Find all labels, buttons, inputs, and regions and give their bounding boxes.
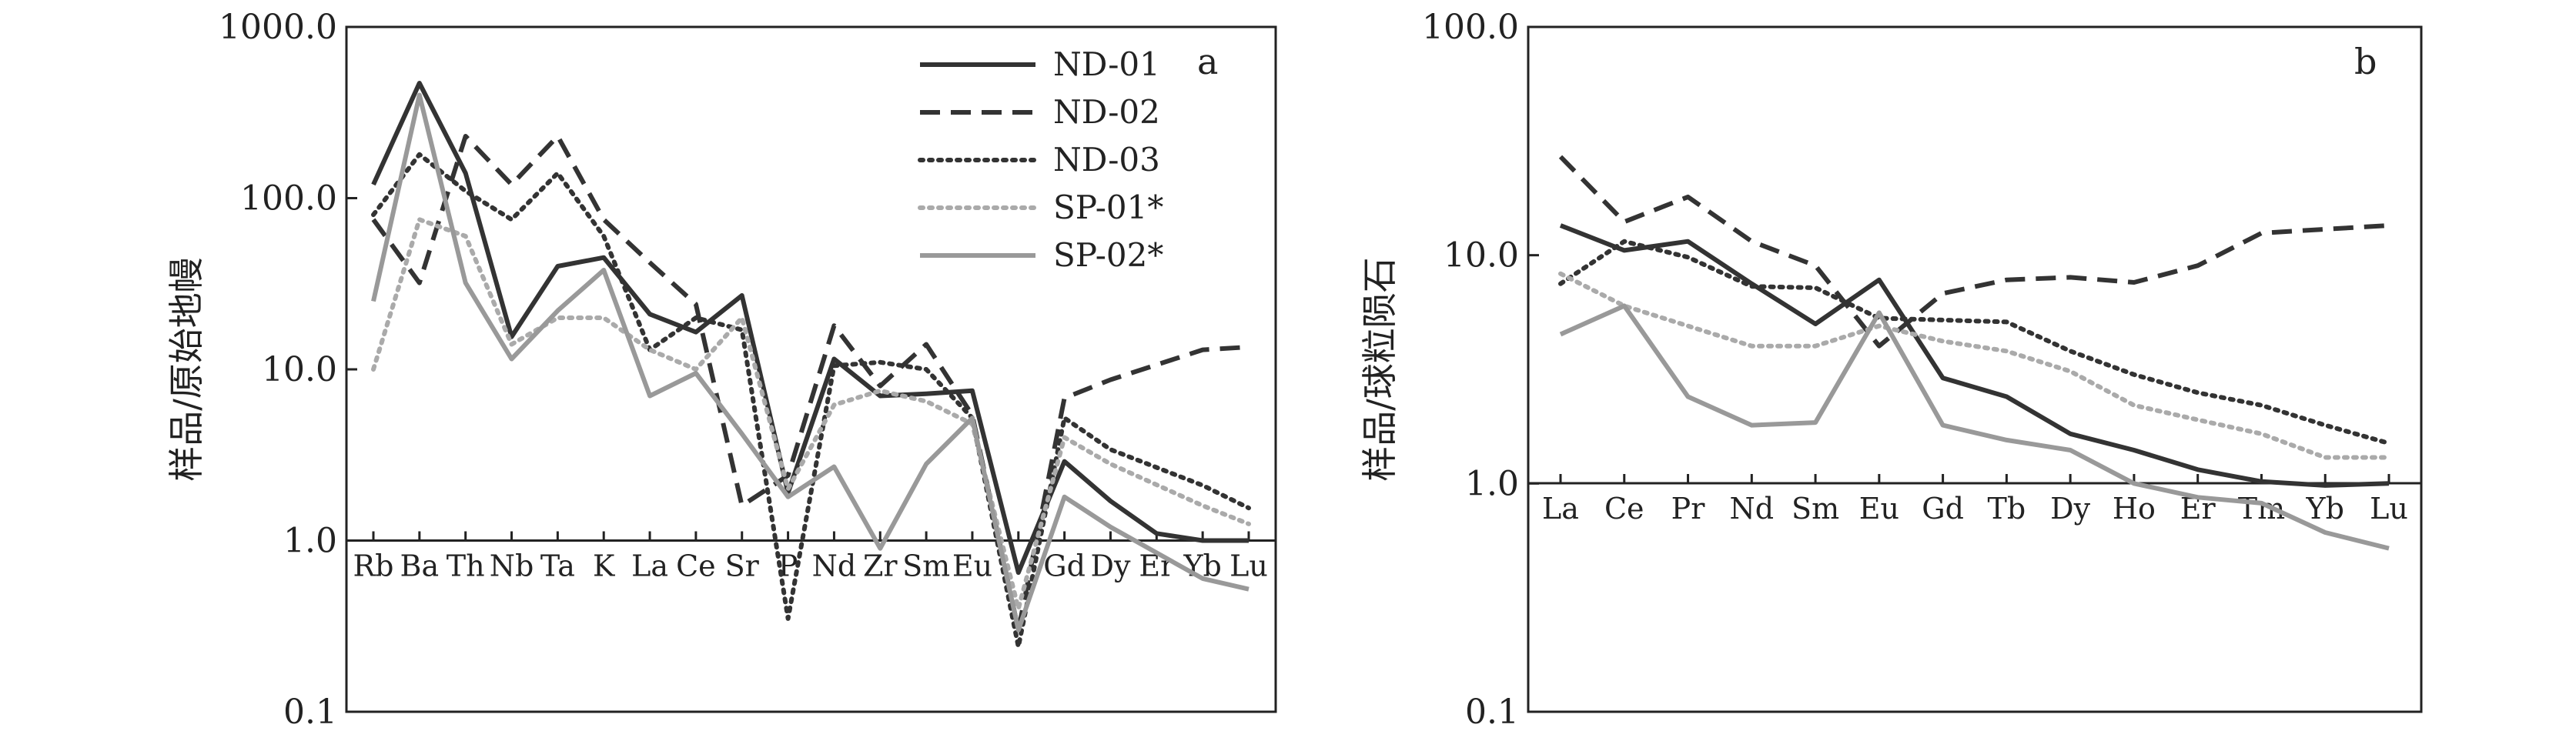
series-line-nd-01 bbox=[1559, 223, 2390, 488]
x-tick-label: Pr bbox=[1671, 492, 1706, 526]
series-lines-a bbox=[371, 81, 1251, 649]
series-line-sp-01 bbox=[1558, 271, 2391, 460]
series-line-nd-01 bbox=[371, 81, 1249, 576]
legend-label: SP-01* bbox=[1053, 189, 1163, 226]
y-tick-label: 1.0 bbox=[283, 522, 337, 561]
x-tick-label: Nb bbox=[490, 549, 534, 583]
x-tick-label: K bbox=[593, 549, 615, 583]
plot-frame-b bbox=[1527, 25, 2423, 713]
x-tick-label: Gd bbox=[1043, 549, 1086, 583]
x-tick-label: Gd bbox=[1922, 492, 1964, 526]
legend: ND-01 ND-02 ND-03 SP-01* SP-02* bbox=[918, 45, 1163, 274]
x-tick-label: Lu bbox=[2370, 492, 2408, 526]
legend-label: ND-02 bbox=[1053, 93, 1160, 131]
x-tick-label: Nd bbox=[812, 549, 857, 583]
series-line-nd-02 bbox=[1558, 155, 2390, 349]
y-tick-label: 10.0 bbox=[262, 350, 337, 389]
x-tick-label: Nd bbox=[1730, 492, 1775, 526]
x-tick-label: Ce bbox=[1604, 492, 1644, 526]
legend-label: ND-03 bbox=[1053, 141, 1160, 179]
y-tick-label: 0.1 bbox=[1465, 693, 1519, 731]
x-axis-ticks-b: La Ce Pr Nd Sm Eu Gd Tb Dy Ho Er Tm Yb Lu bbox=[1542, 474, 2408, 526]
series-lines-b bbox=[1558, 155, 2391, 551]
x-tick-label: Eu bbox=[952, 549, 992, 583]
x-tick-label: Eu bbox=[1859, 492, 1899, 526]
x-tick-label: Yb bbox=[2306, 492, 2344, 526]
series-line-sp-02 bbox=[371, 92, 1250, 633]
x-tick-label: Th bbox=[447, 549, 485, 583]
y-tick-label: 1000.0 bbox=[219, 8, 337, 47]
panel-label-b: b bbox=[2354, 41, 2377, 82]
x-tick-label: La bbox=[631, 549, 668, 583]
y-axis-ticks-b: 100.0 10.0 1.0 0.1 bbox=[1422, 8, 1539, 731]
x-tick-label: Dy bbox=[1091, 549, 1131, 583]
series-line-sp-02 bbox=[1559, 303, 2390, 551]
series-line-sp-01 bbox=[371, 217, 1251, 611]
legend-label: ND-01 bbox=[1053, 45, 1160, 83]
y-tick-label: 100.0 bbox=[1422, 8, 1519, 47]
x-tick-label: Dy bbox=[2050, 492, 2090, 526]
x-tick-label: Zr bbox=[863, 549, 898, 583]
legend-label: SP-02* bbox=[1053, 236, 1163, 274]
x-tick-label: Tb bbox=[1988, 492, 2026, 526]
x-tick-label: Sm bbox=[1791, 492, 1839, 526]
x-tick-label: Sr bbox=[725, 549, 760, 583]
y-tick-label: 1.0 bbox=[1465, 464, 1519, 503]
x-tick-label: Lu bbox=[1229, 549, 1268, 583]
series-line-nd-03 bbox=[371, 152, 1251, 649]
y-axis-label-b: 样品/球粒陨石 bbox=[1359, 257, 1400, 482]
y-tick-label: 10.0 bbox=[1444, 236, 1519, 275]
x-tick-label: Ho bbox=[2113, 492, 2156, 526]
x-tick-label: La bbox=[1542, 492, 1579, 526]
x-tick-label: Sm bbox=[902, 549, 950, 583]
x-tick-label: Ce bbox=[676, 549, 716, 583]
y-axis-ticks-a: 1000.0 100.0 10.0 1.0 0.1 bbox=[219, 8, 357, 731]
spider-diagram-panel-b: 100.010.01.00.1 La Ce Pr Nd Sm Eu Gd Tb Dy Ho Er Tm… bbox=[1359, 8, 2423, 731]
series-line-nd-03 bbox=[1558, 239, 2391, 446]
y-tick-label: 0.1 bbox=[283, 693, 337, 731]
x-tick-label: Rb bbox=[353, 549, 394, 583]
series-line-nd-02 bbox=[371, 134, 1250, 633]
x-tick-label: Ba bbox=[400, 549, 440, 583]
y-tick-label: 100.0 bbox=[240, 179, 337, 219]
y-axis-label-a: 样品/原始地幔 bbox=[166, 257, 207, 482]
x-tick-label: Ta bbox=[540, 549, 575, 583]
panel-label-a: a bbox=[1197, 41, 1218, 82]
